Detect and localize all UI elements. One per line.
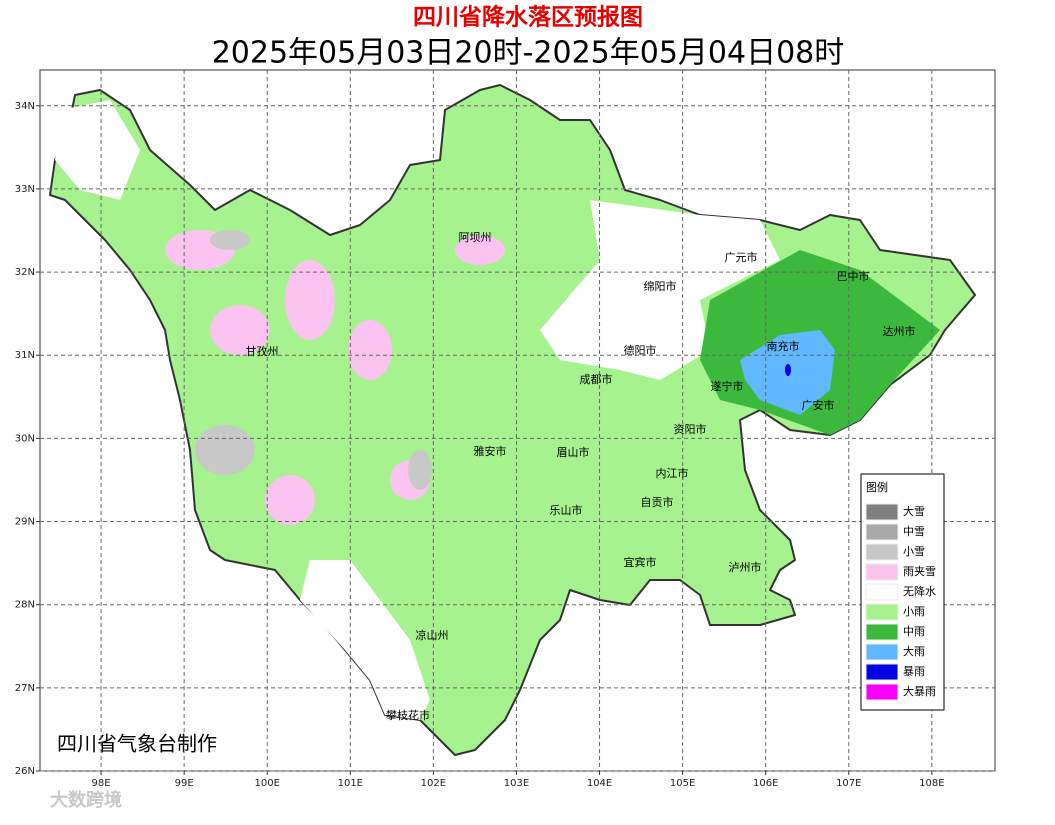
legend-swatch <box>865 663 899 681</box>
x-tick-label: 108E <box>919 778 944 789</box>
city-label: 广安市 <box>802 398 835 412</box>
legend-label: 大雨 <box>903 644 925 658</box>
city-label: 自贡市 <box>641 495 674 509</box>
y-tick-label: 34N <box>15 101 35 112</box>
y-tick-label: 31N <box>15 350 35 361</box>
x-tick-label: 107E <box>836 778 861 789</box>
x-tick-label: 105E <box>670 778 695 789</box>
footer: 四川省气象台制作 <box>57 732 217 756</box>
x-tick-label: 102E <box>421 778 446 789</box>
subtitle: 2025年05月03日20时-2025年05月04日08时 <box>212 36 845 71</box>
legend-swatch <box>865 523 899 541</box>
city-label: 广元市 <box>725 250 758 264</box>
legend-swatch <box>865 623 899 641</box>
city-label: 雅安市 <box>474 444 507 458</box>
legend-label: 雨夹雪 <box>903 565 936 578</box>
legend-title: 图例 <box>866 480 888 494</box>
legend-swatch <box>865 543 899 561</box>
x-tick-label: 101E <box>338 778 363 789</box>
city-label: 乐山市 <box>550 503 583 517</box>
watermark: 大数跨境 <box>50 789 122 811</box>
y-tick-label: 32N <box>15 267 35 278</box>
x-tick-label: 100E <box>255 778 280 789</box>
legend-label: 中雨 <box>903 625 925 638</box>
rainstorm <box>785 364 791 376</box>
city-label: 遂宁市 <box>711 379 744 393</box>
city-label: 宜宾市 <box>624 555 657 569</box>
x-tick-label: 98E <box>92 778 111 789</box>
city-label: 甘孜州 <box>246 344 279 358</box>
y-tick-label: 27N <box>15 683 35 694</box>
city-label: 巴中市 <box>837 269 870 283</box>
city-label: 泸州市 <box>729 560 762 574</box>
city-label: 达州市 <box>883 324 916 338</box>
city-label: 德阳市 <box>624 343 657 357</box>
legend-label: 大暴雨 <box>903 684 936 698</box>
city-label: 南充市 <box>767 339 800 353</box>
dry-area <box>300 560 430 720</box>
precip-map <box>49 84 976 756</box>
y-tick-label: 29N <box>15 517 35 528</box>
legend-label: 无降水 <box>903 584 936 598</box>
dry-area <box>55 100 140 200</box>
legend-label: 大雪 <box>903 504 925 518</box>
city-label: 资阳市 <box>674 422 707 436</box>
legend-label: 小雨 <box>903 605 925 618</box>
city-label: 绵阳市 <box>644 279 677 293</box>
y-tick-label: 26N <box>15 766 35 777</box>
legend-swatch <box>865 603 899 621</box>
city-label: 成都市 <box>580 372 613 386</box>
legend-swatch <box>865 503 899 521</box>
y-tick-label: 28N <box>15 600 35 611</box>
legend-label: 小雪 <box>903 545 925 558</box>
city-label: 内江市 <box>656 466 689 480</box>
city-label: 凉山州 <box>416 628 449 642</box>
x-tick-label: 106E <box>753 778 778 789</box>
legend-label: 中雪 <box>903 525 925 538</box>
title: 四川省降水落区预报图 <box>413 5 643 31</box>
x-tick-label: 103E <box>504 778 529 789</box>
city-label: 阿坝州 <box>459 230 492 244</box>
x-tick-label: 99E <box>175 778 194 789</box>
legend-label: 暴雨 <box>903 665 925 678</box>
y-tick-label: 33N <box>15 184 35 195</box>
x-tick-label: 104E <box>587 778 612 789</box>
city-label: 攀枝花市 <box>386 708 430 722</box>
legend-swatch <box>865 643 899 661</box>
legend-swatch <box>865 563 899 581</box>
legend-swatch <box>865 583 899 601</box>
snow-areas <box>195 230 432 490</box>
y-tick-label: 30N <box>15 433 35 444</box>
legend-swatch <box>865 683 899 701</box>
city-label: 眉山市 <box>557 445 590 459</box>
